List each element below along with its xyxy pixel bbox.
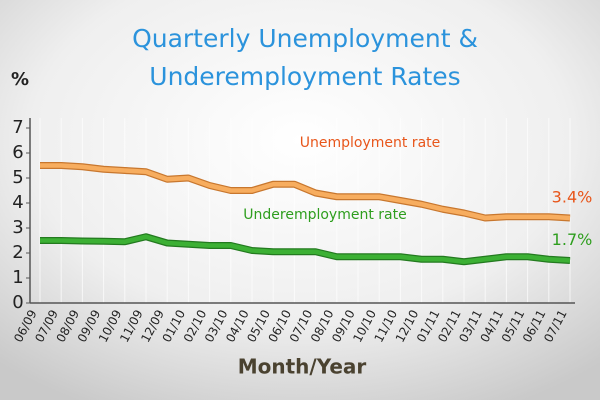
- series-label: Underemployment rate: [243, 207, 406, 223]
- y-tick-label: 1: [12, 267, 23, 288]
- y-tick-label: 0: [12, 292, 23, 313]
- y-tick-label: 7: [12, 117, 23, 138]
- data-label: 1.7%: [552, 230, 593, 249]
- line: [40, 163, 571, 221]
- series-label: Unemployment rate: [300, 135, 441, 151]
- y-tick-label: 3: [12, 217, 23, 238]
- y-tick-label: 4: [12, 192, 23, 213]
- y-tick-label: 5: [12, 167, 23, 188]
- y-axis-label: %: [11, 69, 29, 90]
- chart-title: Underemployment Rates: [149, 62, 460, 91]
- data-label: 3.4%: [552, 188, 593, 207]
- x-axis-label: Month/Year: [238, 355, 367, 379]
- line: [40, 234, 571, 264]
- y-tick-label: 2: [12, 242, 23, 263]
- chart-title: Quarterly Unemployment &: [132, 24, 478, 53]
- y-tick-label: 6: [12, 142, 23, 163]
